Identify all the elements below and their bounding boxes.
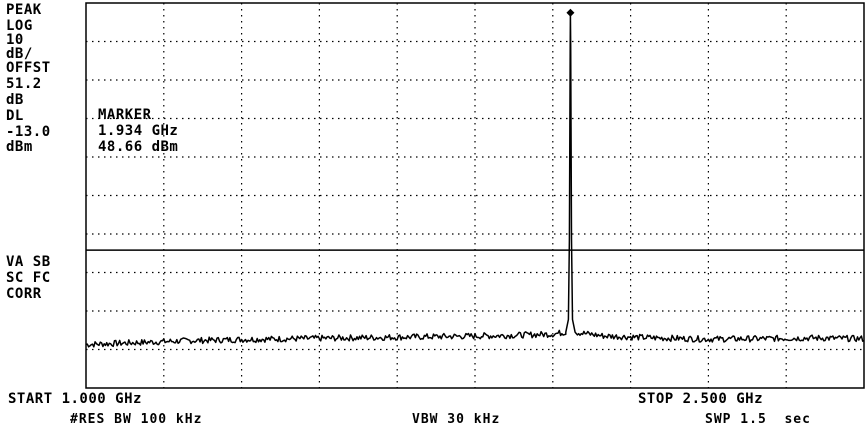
side-label-scale: 10 [6, 32, 24, 48]
spectrum-trace [85, 12, 865, 348]
stop-frequency: STOP 2.500 GHz [638, 391, 764, 407]
side-label-dbm: dBm [6, 139, 33, 155]
peak-marker [566, 8, 575, 17]
side-label-db-div: dB/ [6, 46, 33, 62]
sweep-time: SWP 1.5 sec [705, 412, 811, 427]
side-label-dl: DL [6, 108, 24, 124]
plot-frame [85, 2, 865, 389]
side-label-log: LOG [6, 18, 33, 34]
side-label-corr: CORR [6, 286, 42, 302]
graticule [86, 3, 864, 388]
video-bandwidth: VBW 30 kHz [412, 412, 501, 427]
side-label-db: dB [6, 92, 24, 108]
side-label-offset-value: 51.2 [6, 76, 42, 92]
resolution-bandwidth: #RES BW 100 kHz [70, 412, 203, 427]
start-frequency: START 1.000 GHz [8, 391, 142, 407]
marker-diamond [566, 8, 575, 17]
side-label-peak: PEAK [6, 2, 42, 18]
side-label-dl-value: -13.0 [6, 124, 51, 140]
side-label-offst: OFFST [6, 60, 51, 76]
side-label-sc-fc: SC FC [6, 270, 51, 286]
marker-level: 48.66 dBm [98, 139, 179, 155]
side-label-va-sb: VA SB [6, 254, 51, 270]
marker-frequency: 1.934 GHz [98, 123, 179, 139]
